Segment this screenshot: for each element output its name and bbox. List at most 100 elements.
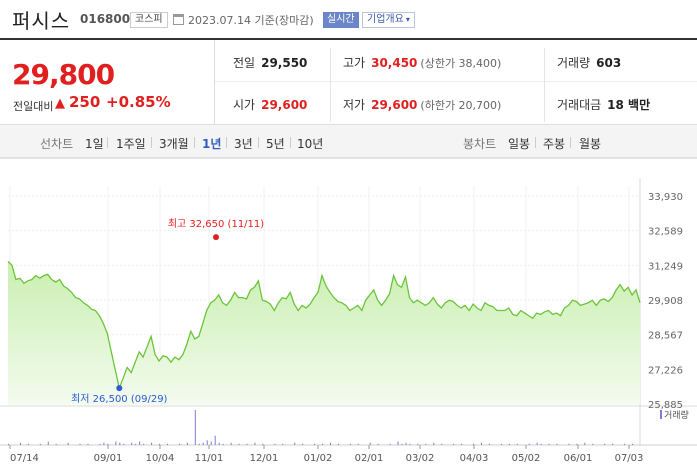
volume-bar [568,443,570,445]
volume-bar [516,443,518,445]
realtime-button[interactable]: 실시간 [323,12,359,28]
volume-value: 603 [596,56,622,70]
volume-bar [178,443,180,445]
volume-bar [500,443,502,445]
candle-chart-label: 봉차트 [463,137,497,151]
volume-bar [604,443,606,445]
tab-monthly-candle[interactable]: 월봉 [579,137,602,151]
prev-compare-label: 전일대비 [13,100,54,113]
volume-bar [103,442,105,445]
stock-code: 016800 [80,12,131,26]
volume-bar [369,442,371,445]
volume-bar [230,442,232,445]
volume-bar [294,442,296,445]
low-cell: 저가 29,600 (하한가 20,700) [343,96,501,113]
tab-divider [570,137,571,148]
volume-bar [194,410,196,445]
calendar-icon [173,14,184,25]
volume-bar [222,443,224,445]
price-panel: 29,800 전일대비 ▲ 250 +0.85% 전일 29,550 고가 30,4… [0,38,697,125]
volume-bar [159,443,161,445]
stock-name: 퍼시스 [12,9,71,33]
tab-weekly-candle[interactable]: 주봉 [543,137,566,151]
tab-divider [290,137,291,148]
volume-bar [39,443,41,445]
volume-bar [19,442,21,445]
volume-bar [556,443,558,445]
volume-cell: 거래량 603 [557,54,621,71]
volume-bar [389,443,391,445]
volume-bar [214,435,216,445]
volume-bar [123,443,125,445]
volume-bar [274,443,276,445]
tab-divider [151,137,152,148]
volume-bar [119,442,121,445]
volume-bar [218,442,220,445]
x-tick-label: 06/01 [564,453,593,464]
change-value: 250 [69,93,101,111]
y-tick-label: 27,226 [648,365,683,376]
tab-divider [226,137,227,148]
volume-bar [206,440,208,445]
price-chart: 33,930 32,589 31,249 29,908 28,567 27,226 25,8… [0,158,697,474]
volume-bar [210,441,212,445]
volume-bar [282,443,284,445]
tab-divider [535,137,536,148]
volume-bar [254,442,256,445]
tab-3m[interactable]: 3개월 [159,137,189,151]
tab-10y[interactable]: 10년 [297,137,324,151]
volume-bar [238,443,240,445]
price-row-1: 전일 29,550 고가 30,450 (상한가 38,400) 거래량 603 [215,40,697,82]
volume-bar [87,443,89,445]
open-value: 29,600 [261,98,308,112]
tab-5y[interactable]: 5년 [266,137,285,151]
volume-bar [55,443,57,445]
tab-1y[interactable]: 1년 [202,137,222,151]
volume-bar [433,442,435,445]
open-cell: 시가 29,600 [233,96,307,113]
amount-label: 거래대금 [557,98,602,112]
volume-bar [576,443,578,445]
x-tick-label: 07/14 [10,453,39,464]
volume-legend-label: 거래량 [664,409,689,421]
volume-bar [528,443,530,445]
volume-bar [47,441,49,445]
volume-bar [592,443,594,445]
volume-bar [99,443,101,445]
tab-divider [107,137,108,148]
tab-divider [258,137,259,148]
low-point-marker [116,385,123,392]
tab-1d[interactable]: 1일 [85,137,104,151]
tab-3y[interactable]: 3년 [234,137,253,151]
volume-bar [441,443,443,445]
volume-bar [548,443,550,445]
volume-bar [584,442,586,445]
volume-bar [417,443,419,445]
chart-tab-bar: 선차트 1일 1주일 3개월 1년 3년 5년 10년 봉차트 일봉 주봉 월봉 [0,125,697,158]
prev-close-label: 전일 [233,56,256,70]
volume-bar [337,443,339,445]
x-tick-label: 10/04 [146,453,175,464]
change-percent: +0.85% [106,93,171,111]
column-divider [544,48,545,122]
volume-legend-swatch [660,410,662,419]
company-overview-button[interactable]: 기업개요 ▾ [362,12,415,28]
volume-bar [453,443,455,445]
y-tick-label: 28,567 [648,331,683,342]
volume-bar [409,443,411,445]
column-divider [330,48,331,122]
volume-bar [143,443,145,445]
tab-daily-candle[interactable]: 일봉 [508,137,531,151]
low-annotation: 최저 26,500 (09/29) [71,393,167,405]
tab-1w[interactable]: 1주일 [116,137,146,151]
current-price: 29,800 [12,58,115,91]
volume-bar [8,443,9,445]
volume-bar [481,442,483,445]
y-tick-label: 33,930 [648,192,683,203]
volume-bar [536,442,538,445]
volume-bar [135,443,137,445]
high-point-marker [213,234,219,241]
y-tick-label: 31,249 [648,261,683,272]
volume-bar [540,443,542,445]
volume-bar [186,442,188,445]
